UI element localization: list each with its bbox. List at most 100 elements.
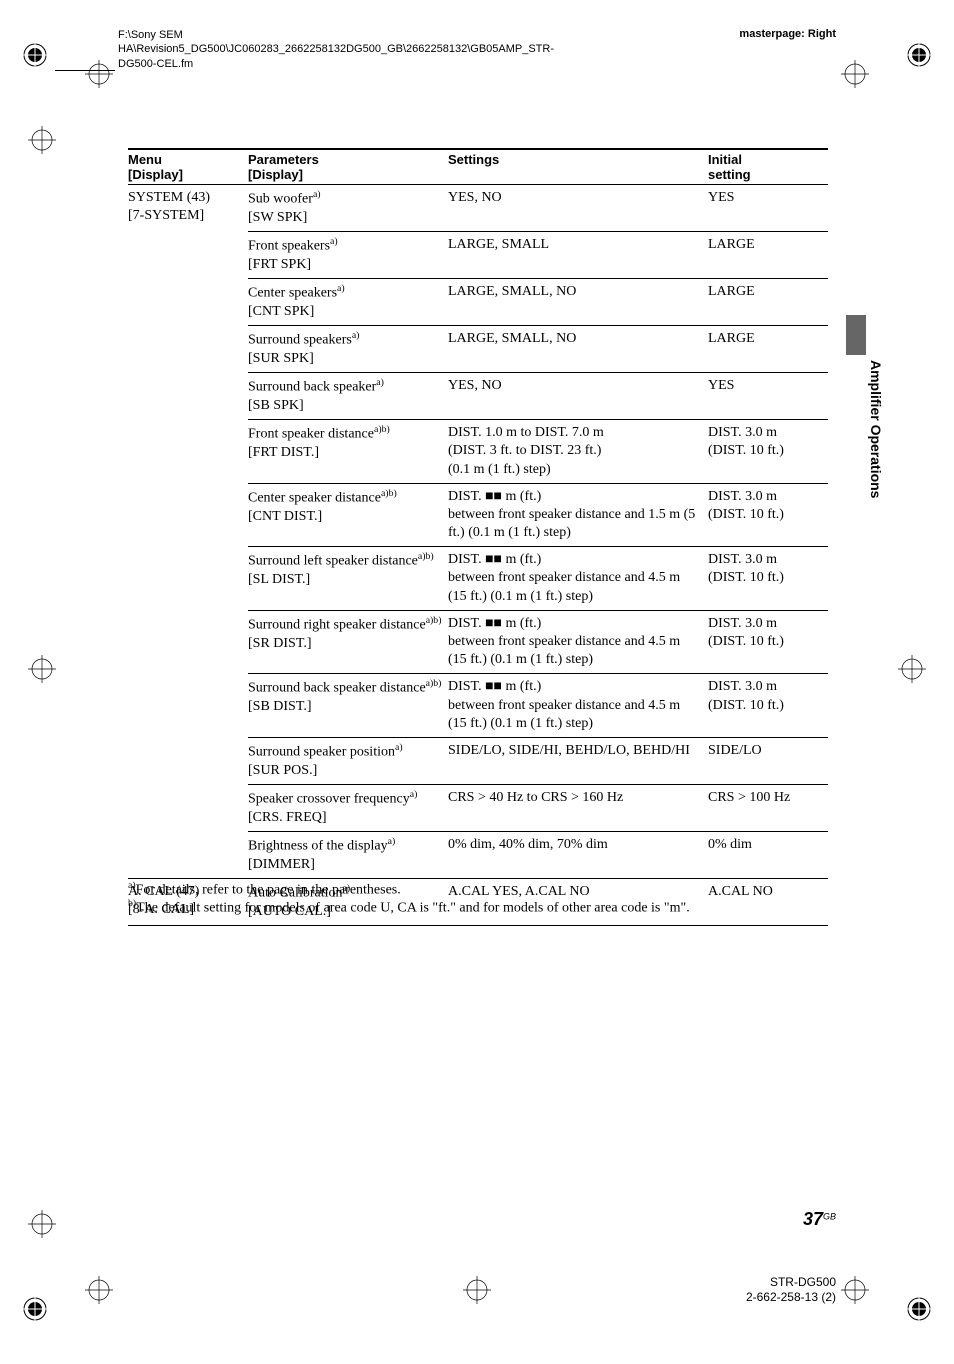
cell-menu — [128, 547, 248, 611]
section-tab — [846, 315, 866, 355]
table-row: Center speakersa)[CNT SPK]LARGE, SMALL, … — [128, 279, 828, 326]
cell-initial: LARGE — [708, 232, 828, 279]
cell-settings: YES, NO — [448, 185, 708, 232]
table-row: Front speaker distancea)b)[FRT DIST.]DIS… — [128, 420, 828, 484]
cell-menu — [128, 483, 248, 547]
crop-cross-icon — [28, 1210, 56, 1238]
th-initial: Initial setting — [708, 149, 828, 185]
cell-settings: DIST. ■■ m (ft.) between front speaker d… — [448, 674, 708, 738]
file-path: F:\Sony SEM HA\Revision5_DG500\JC060283_… — [118, 28, 588, 71]
crop-cross-icon — [841, 60, 869, 88]
cell-settings: DIST. 1.0 m to DIST. 7.0 m (DIST. 3 ft. … — [448, 420, 708, 484]
cell-settings: DIST. ■■ m (ft.) between front speaker d… — [448, 483, 708, 547]
registration-mark-icon — [22, 1296, 48, 1322]
crop-cross-icon — [85, 1276, 113, 1304]
section-label: Amplifier Operations — [868, 360, 884, 498]
cell-parameter: Center speaker distancea)b)[CNT DIST.] — [248, 483, 448, 547]
footnote-a: a)For details, refer to the page in the … — [128, 880, 401, 899]
crop-cross-icon — [841, 1276, 869, 1304]
cell-settings: YES, NO — [448, 373, 708, 420]
cell-initial: CRS > 100 Hz — [708, 785, 828, 832]
page-number: 37GB — [803, 1209, 836, 1230]
cell-settings: LARGE, SMALL, NO — [448, 279, 708, 326]
cell-menu — [128, 785, 248, 832]
cell-parameter: Brightness of the displaya)[DIMMER] — [248, 832, 448, 879]
footnote-b: b)The default setting for models of area… — [128, 898, 690, 917]
cell-settings: 0% dim, 40% dim, 70% dim — [448, 832, 708, 879]
th-parameters: Parameters [Display] — [248, 149, 448, 185]
table-row: Surround right speaker distancea)b)[SR D… — [128, 610, 828, 674]
cell-menu — [128, 420, 248, 484]
footer-code: 2-662-258-13 (2) — [746, 1290, 836, 1306]
cell-menu — [128, 674, 248, 738]
cell-parameter: Surround left speaker distancea)b)[SL DI… — [248, 547, 448, 611]
cell-menu — [128, 232, 248, 279]
footnote-b-text: The default setting for models of area c… — [136, 901, 690, 916]
cell-initial: LARGE — [708, 279, 828, 326]
table-row: Brightness of the displaya)[DIMMER]0% di… — [128, 832, 828, 879]
cell-parameter: Front speakersa)[FRT SPK] — [248, 232, 448, 279]
table-row: Speaker crossover frequencya)[CRS. FREQ]… — [128, 785, 828, 832]
cell-menu: SYSTEM (43) [7-SYSTEM] — [128, 185, 248, 232]
cell-initial: LARGE — [708, 326, 828, 373]
cell-initial: DIST. 3.0 m (DIST. 10 ft.) — [708, 420, 828, 484]
cell-initial: 0% dim — [708, 832, 828, 879]
cell-settings: LARGE, SMALL, NO — [448, 326, 708, 373]
cell-settings: SIDE/LO, SIDE/HI, BEHD/LO, BEHD/HI — [448, 737, 708, 784]
cell-menu — [128, 373, 248, 420]
cell-parameter: Speaker crossover frequencya)[CRS. FREQ] — [248, 785, 448, 832]
cell-parameter: Center speakersa)[CNT SPK] — [248, 279, 448, 326]
cell-initial: SIDE/LO — [708, 737, 828, 784]
cell-initial: DIST. 3.0 m (DIST. 10 ft.) — [708, 674, 828, 738]
cell-initial: DIST. 3.0 m (DIST. 10 ft.) — [708, 610, 828, 674]
cell-initial: YES — [708, 185, 828, 232]
page-number-suffix: GB — [823, 1211, 836, 1221]
table-row: Surround back speaker distancea)b)[SB DI… — [128, 674, 828, 738]
crop-cross-icon — [28, 126, 56, 154]
cell-settings: CRS > 40 Hz to CRS > 160 Hz — [448, 785, 708, 832]
cell-parameter: Surround speaker positiona)[SUR POS.] — [248, 737, 448, 784]
footer-model: STR-DG500 — [746, 1275, 836, 1291]
registration-mark-icon — [22, 42, 48, 68]
table-row: Center speaker distancea)b)[CNT DIST.]DI… — [128, 483, 828, 547]
registration-mark-icon — [906, 1296, 932, 1322]
th-menu: Menu [Display] — [128, 149, 248, 185]
cell-parameter: Surround speakersa)[SUR SPK] — [248, 326, 448, 373]
table-row: Surround speakersa)[SUR SPK]LARGE, SMALL… — [128, 326, 828, 373]
cell-menu — [128, 326, 248, 373]
crop-cross-icon — [463, 1276, 491, 1304]
cell-parameter: Front speaker distancea)b)[FRT DIST.] — [248, 420, 448, 484]
cell-parameter: Surround back speakera)[SB SPK] — [248, 373, 448, 420]
footnote-a-sup: a) — [128, 880, 136, 891]
cell-parameter: Surround back speaker distancea)b)[SB DI… — [248, 674, 448, 738]
page-number-num: 37 — [803, 1209, 823, 1229]
cell-initial: YES — [708, 373, 828, 420]
crop-cross-icon — [898, 655, 926, 683]
table-row: Front speakersa)[FRT SPK]LARGE, SMALLLAR… — [128, 232, 828, 279]
table-row: Surround left speaker distancea)b)[SL DI… — [128, 547, 828, 611]
footnote-b-sup: b) — [128, 898, 136, 909]
crop-cross-icon — [85, 60, 113, 88]
th-settings: Settings — [448, 149, 708, 185]
cell-menu — [128, 832, 248, 879]
cell-menu — [128, 737, 248, 784]
footnote-a-text: For details, refer to the page in the pa… — [136, 883, 401, 898]
crop-rule — [55, 70, 115, 71]
parameters-table: Menu [Display] Parameters [Display] Sett… — [128, 148, 828, 926]
cell-settings: DIST. ■■ m (ft.) between front speaker d… — [448, 547, 708, 611]
cell-initial: DIST. 3.0 m (DIST. 10 ft.) — [708, 483, 828, 547]
masterpage-label: masterpage: Right — [739, 28, 836, 40]
crop-cross-icon — [28, 655, 56, 683]
table-row: SYSTEM (43) [7-SYSTEM]Sub woofera)[SW SP… — [128, 185, 828, 232]
table-row: Surround back speakera)[SB SPK]YES, NOYE… — [128, 373, 828, 420]
cell-settings: DIST. ■■ m (ft.) between front speaker d… — [448, 610, 708, 674]
footer: STR-DG500 2-662-258-13 (2) — [746, 1275, 836, 1306]
cell-menu — [128, 610, 248, 674]
cell-initial: A.CAL NO — [708, 879, 828, 926]
cell-settings: LARGE, SMALL — [448, 232, 708, 279]
table-row: Surround speaker positiona)[SUR POS.]SID… — [128, 737, 828, 784]
registration-mark-icon — [906, 42, 932, 68]
cell-parameter: Surround right speaker distancea)b)[SR D… — [248, 610, 448, 674]
cell-initial: DIST. 3.0 m (DIST. 10 ft.) — [708, 547, 828, 611]
cell-parameter: Sub woofera)[SW SPK] — [248, 185, 448, 232]
